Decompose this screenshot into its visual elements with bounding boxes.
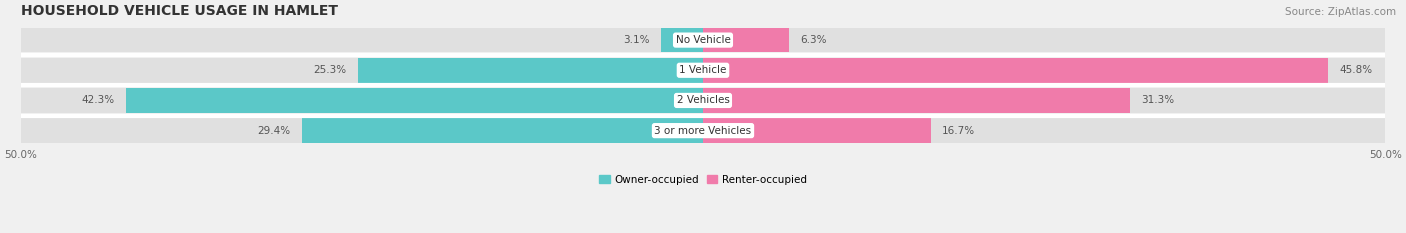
- Bar: [21, 88, 1385, 113]
- Text: No Vehicle: No Vehicle: [675, 35, 731, 45]
- Text: 42.3%: 42.3%: [82, 96, 115, 106]
- Text: 45.8%: 45.8%: [1339, 65, 1372, 75]
- Text: HOUSEHOLD VEHICLE USAGE IN HAMLET: HOUSEHOLD VEHICLE USAGE IN HAMLET: [21, 4, 337, 18]
- Bar: [703, 58, 1329, 83]
- Text: 16.7%: 16.7%: [942, 126, 974, 136]
- Bar: [21, 118, 1385, 143]
- Text: 31.3%: 31.3%: [1142, 96, 1174, 106]
- Bar: [703, 118, 931, 143]
- Bar: [21, 28, 1385, 52]
- Bar: [703, 88, 1130, 113]
- Text: 29.4%: 29.4%: [257, 126, 291, 136]
- Text: 1 Vehicle: 1 Vehicle: [679, 65, 727, 75]
- Text: 3 or more Vehicles: 3 or more Vehicles: [654, 126, 752, 136]
- Bar: [703, 28, 789, 52]
- Bar: [125, 88, 703, 113]
- Bar: [357, 58, 703, 83]
- Text: Source: ZipAtlas.com: Source: ZipAtlas.com: [1285, 7, 1396, 17]
- Text: 6.3%: 6.3%: [800, 35, 827, 45]
- Bar: [302, 118, 703, 143]
- Bar: [21, 58, 1385, 83]
- Bar: [661, 28, 703, 52]
- Text: 2 Vehicles: 2 Vehicles: [676, 96, 730, 106]
- Text: 3.1%: 3.1%: [623, 35, 650, 45]
- Legend: Owner-occupied, Renter-occupied: Owner-occupied, Renter-occupied: [595, 171, 811, 189]
- Text: 25.3%: 25.3%: [314, 65, 347, 75]
